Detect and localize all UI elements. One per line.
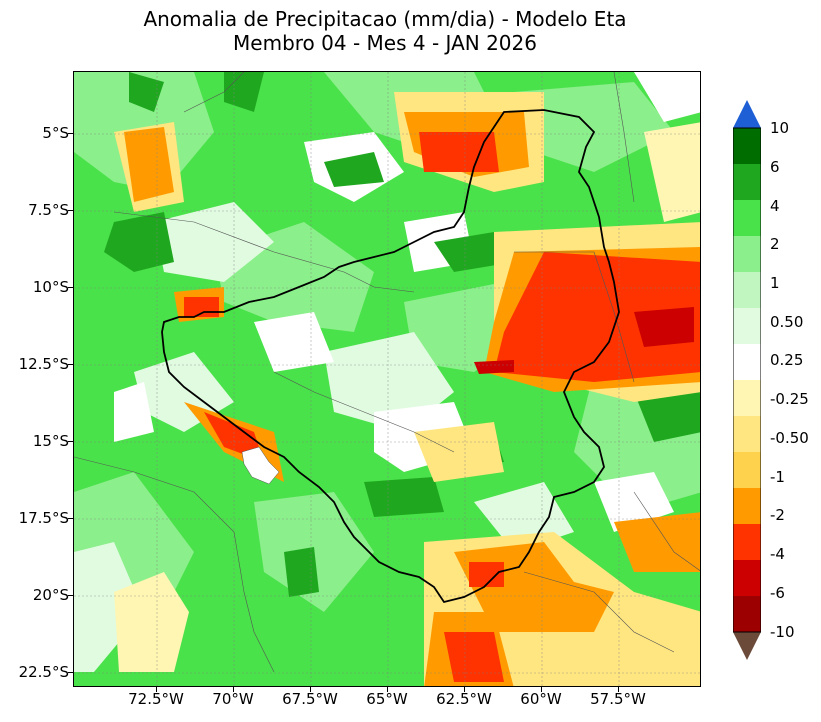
colorbar-label: 0.25 <box>770 351 804 369</box>
lat-label: 12.5°S <box>18 355 69 373</box>
anomaly-field-neutral <box>74 202 574 672</box>
lon-tick <box>464 687 465 692</box>
colorbar-segment <box>733 236 761 273</box>
colorbar-segment <box>733 344 761 381</box>
colorbar-label: -1 <box>770 468 785 486</box>
colorbar-label: -6 <box>770 584 785 602</box>
colorbar-label: -4 <box>770 545 785 563</box>
colorbar-label: 10 <box>770 119 790 137</box>
lon-label: 65°W <box>366 690 408 708</box>
colorbar-segment <box>733 452 761 489</box>
colorbar-label: 4 <box>770 197 780 215</box>
colorbar-label: -0.50 <box>770 429 809 447</box>
lat-tick <box>68 210 73 211</box>
lon-label: 60°W <box>520 690 562 708</box>
map-canvas <box>74 72 700 686</box>
lat-label: 22.5°S <box>18 663 69 681</box>
lake-titicaca <box>241 446 280 485</box>
lat-tick <box>68 364 73 365</box>
colorbar-label: 1 <box>770 274 780 292</box>
anomaly-field-red <box>184 132 700 682</box>
colorbar-segment <box>733 128 761 165</box>
colorbar-label: 0.50 <box>770 313 804 331</box>
lat-tick <box>68 672 73 673</box>
colorbar-segment <box>733 560 761 597</box>
lon-tick <box>387 687 388 692</box>
colorbar-upper-extend <box>733 100 761 128</box>
colorbar-label: -0.25 <box>770 390 809 408</box>
lon-tick <box>541 687 542 692</box>
lon-label: 62.5°W <box>436 690 492 708</box>
colorbar-label: 2 <box>770 235 780 253</box>
lat-label: 7.5°S <box>28 201 69 219</box>
lat-tick <box>68 133 73 134</box>
lat-tick <box>68 441 73 442</box>
lon-label: 70°W <box>212 690 254 708</box>
lat-label: 10°S <box>32 278 69 296</box>
political-borders <box>74 72 700 673</box>
lat-tick <box>68 287 73 288</box>
precipitation-anomaly-map <box>73 71 701 687</box>
colorbar-segment <box>733 488 761 525</box>
lon-tick <box>618 687 619 692</box>
lat-label: 17.5°S <box>18 509 69 527</box>
lat-label: 5°S <box>42 124 69 142</box>
colorbar-segment <box>733 308 761 345</box>
colorbar-frame <box>733 127 761 633</box>
colorbar-segment <box>733 380 761 417</box>
lat-tick <box>68 595 73 596</box>
map-subtitle: Membro 04 - Mes 4 - JAN 2026 <box>233 31 537 55</box>
colorbar-segment <box>733 200 761 237</box>
colorbar-segment <box>733 596 761 633</box>
colorbar-segment <box>733 524 761 561</box>
lon-label: 72.5°W <box>128 690 184 708</box>
basin-outline <box>161 109 620 604</box>
lat-lon-grid <box>74 72 700 686</box>
colorbar-label: 6 <box>770 158 780 176</box>
anomaly-field-light-yellow <box>114 122 700 672</box>
colorbar-lower-extend <box>733 632 761 660</box>
lon-label: 57.5°W <box>590 690 646 708</box>
colorbar-segment <box>733 416 761 453</box>
anomaly-field-dark-red <box>474 307 694 374</box>
lon-tick <box>233 687 234 692</box>
colorbar-segment <box>733 272 761 309</box>
colorbar-label: -10 <box>770 623 795 641</box>
lat-tick <box>68 518 73 519</box>
colorbar-segment <box>733 164 761 201</box>
lat-label: 15°S <box>32 432 69 450</box>
lon-tick <box>310 687 311 692</box>
colorbar-label: -2 <box>770 506 785 524</box>
colorbar <box>733 100 761 660</box>
lat-label: 20°S <box>32 586 69 604</box>
map-title: Anomalia de Precipitacao (mm/dia) - Mode… <box>143 7 627 31</box>
lon-label: 67.5°W <box>282 690 338 708</box>
lon-tick <box>156 687 157 692</box>
